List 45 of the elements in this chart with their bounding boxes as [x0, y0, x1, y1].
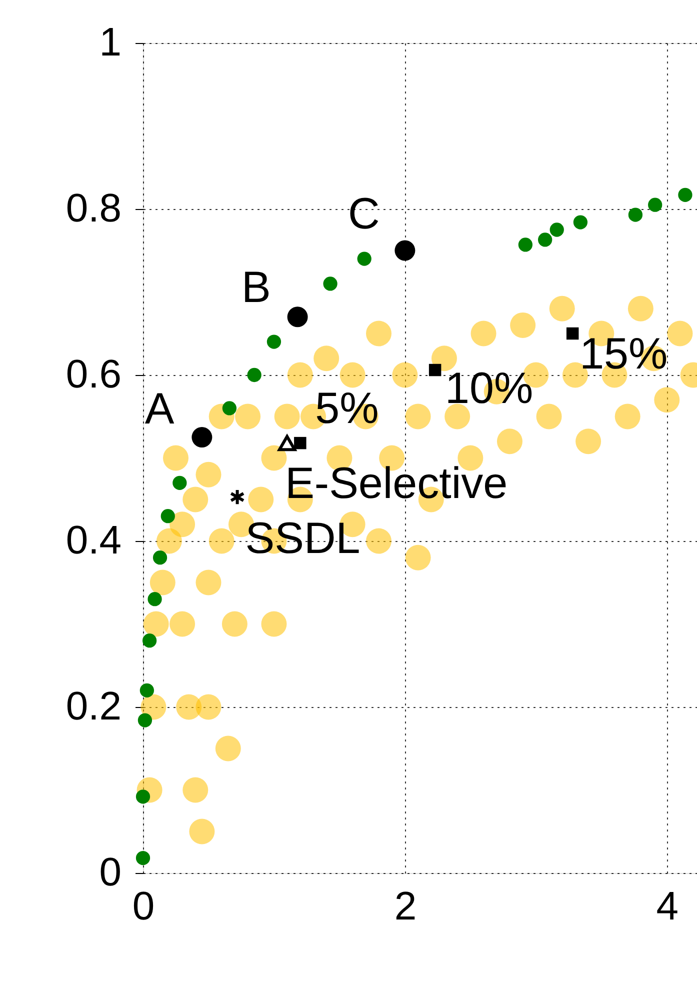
point	[357, 252, 372, 266]
annotation: 10%	[445, 364, 534, 414]
x-tick-label: 2	[394, 884, 417, 928]
point	[138, 713, 152, 728]
point	[628, 208, 643, 222]
point	[428, 364, 442, 376]
x-tick-label: 4	[656, 884, 678, 928]
x-tick-label: 0	[132, 884, 155, 928]
point	[148, 592, 162, 606]
point	[573, 215, 588, 230]
point	[538, 232, 552, 247]
annotation: E-Selective	[285, 459, 508, 508]
point	[192, 427, 212, 448]
point	[518, 238, 532, 252]
point	[222, 401, 237, 416]
y-tick-label: 1	[99, 20, 122, 64]
point	[247, 368, 262, 382]
point	[142, 634, 157, 648]
annotation: 15%	[580, 330, 668, 378]
point	[278, 434, 296, 452]
annotation: A	[144, 384, 175, 434]
y-tick-label: 0.4	[66, 518, 122, 562]
annotation: 5%	[315, 384, 379, 434]
point	[136, 851, 150, 866]
point	[550, 222, 564, 237]
point	[160, 509, 175, 524]
point	[152, 550, 168, 565]
point	[678, 188, 692, 202]
point	[287, 306, 308, 328]
point	[566, 327, 579, 340]
point	[230, 488, 245, 506]
point	[323, 276, 338, 291]
point	[294, 436, 306, 450]
annotation: C	[348, 190, 380, 238]
point	[266, 334, 282, 349]
annotation: SSDL	[245, 514, 360, 564]
point	[394, 240, 416, 261]
annotation: B	[242, 262, 271, 312]
y-tick-label: 0.6	[66, 352, 122, 396]
y-tick-label: 0.2	[66, 684, 122, 728]
y-tick-label: 0	[99, 850, 122, 894]
point	[648, 198, 662, 212]
point	[172, 476, 187, 490]
y-tick-label: 0.8	[66, 186, 122, 230]
point	[140, 683, 154, 698]
